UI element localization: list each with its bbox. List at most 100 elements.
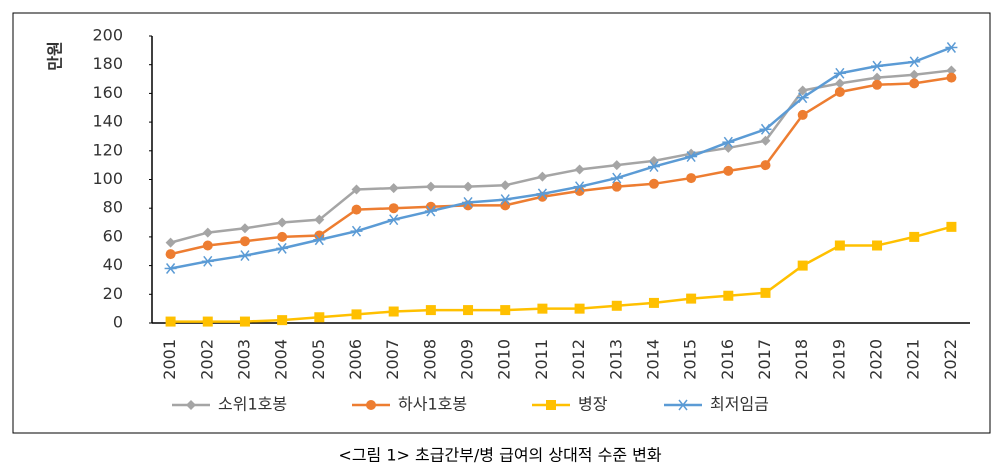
y-tick-label: 80: [103, 198, 123, 217]
x-tick-label: 2008: [420, 339, 439, 380]
marker: [238, 250, 251, 262]
y-axis-label: 만원: [46, 41, 65, 70]
legend-label: 하사1호봉: [398, 395, 467, 414]
x-tick-label: 2006: [346, 339, 365, 380]
marker-stroke: [166, 263, 176, 274]
marker: [276, 242, 289, 254]
x-tick-label: 2016: [718, 339, 737, 380]
marker: [647, 161, 660, 173]
y-tick-label: 160: [92, 83, 123, 102]
x-tick-label: 2002: [197, 339, 216, 380]
marker: [760, 160, 771, 171]
marker: [277, 231, 288, 242]
marker: [945, 42, 958, 53]
legend-label: 소위1호봉: [218, 395, 287, 414]
marker: [797, 85, 808, 96]
marker: [499, 194, 512, 206]
marker: [202, 227, 213, 238]
marker: [909, 69, 920, 80]
marker: [202, 240, 213, 251]
marker: [797, 109, 808, 120]
x-tick-label: 2003: [234, 339, 253, 380]
x-tick-label: 2020: [867, 339, 886, 380]
marker: [165, 316, 176, 327]
legend-label: 최저임금: [710, 395, 769, 414]
y-tick-label: 0: [113, 313, 123, 332]
x-tick-label: 2022: [941, 339, 960, 380]
marker-stroke: [203, 255, 213, 267]
marker-stroke: [649, 161, 659, 173]
x-tick-label: 2010: [495, 339, 514, 380]
series-line: [170, 76, 952, 256]
marker: [574, 303, 585, 314]
marker: [872, 72, 883, 83]
y-tick-label: 140: [92, 112, 123, 131]
x-tick-label: 2017: [755, 339, 774, 380]
marker: [685, 151, 698, 163]
marker-stroke: [314, 234, 324, 246]
marker: [834, 86, 845, 97]
marker-stroke: [575, 181, 585, 193]
marker: [239, 236, 250, 247]
marker: [314, 312, 325, 323]
marker: [388, 306, 399, 317]
marker-stroke: [426, 205, 436, 217]
marker: [574, 185, 585, 196]
marker: [387, 214, 400, 226]
marker: [946, 221, 957, 232]
marker: [463, 305, 474, 316]
x-tick-label: 2011: [532, 339, 551, 380]
x-tick-label: 2015: [681, 339, 700, 380]
marker-stroke: [389, 214, 399, 226]
x-tick-label: 2004: [272, 339, 291, 380]
x-tick-label: 2013: [606, 339, 625, 380]
x-tick-label: 2019: [829, 339, 848, 380]
marker: [425, 305, 436, 316]
marker-stroke: [240, 250, 250, 262]
x-tick-label: 2007: [383, 339, 402, 380]
legend-marker: [677, 399, 689, 411]
marker: [872, 240, 883, 251]
legend-marker: [366, 400, 376, 410]
marker: [760, 287, 771, 298]
marker-stroke: [946, 42, 956, 53]
marker-stroke: [537, 188, 547, 200]
marker: [313, 234, 326, 246]
marker: [760, 135, 771, 146]
x-tick-label: 2021: [904, 339, 923, 380]
marker: [872, 79, 883, 90]
marker: [908, 56, 921, 68]
marker: [500, 305, 511, 316]
marker: [871, 60, 884, 72]
marker: [536, 188, 549, 200]
marker: [686, 293, 697, 304]
x-tick-label: 2012: [569, 339, 588, 380]
marker: [574, 164, 585, 175]
marker: [239, 223, 250, 234]
y-tick-label: 40: [103, 255, 123, 274]
marker-stroke: [872, 60, 882, 72]
marker: [946, 72, 957, 83]
marker-stroke: [760, 123, 771, 135]
marker: [164, 263, 177, 274]
marker: [201, 255, 214, 267]
marker-stroke: [277, 242, 287, 254]
x-tick-label: 2005: [309, 339, 328, 380]
marker: [648, 297, 659, 308]
marker: [462, 196, 475, 208]
y-tick-label: 100: [92, 169, 123, 188]
marker: [351, 204, 362, 215]
marker: [723, 290, 734, 301]
y-tick-label: 60: [103, 226, 123, 245]
marker-stroke: [678, 399, 688, 411]
marker: [351, 309, 362, 320]
marker: [648, 178, 659, 189]
y-tick-label: 180: [92, 54, 123, 73]
x-tick-label: 2001: [160, 339, 179, 380]
legend-marker: [546, 400, 556, 410]
marker: [834, 240, 845, 251]
marker: [165, 249, 176, 260]
marker: [797, 260, 808, 271]
marker: [277, 217, 288, 228]
